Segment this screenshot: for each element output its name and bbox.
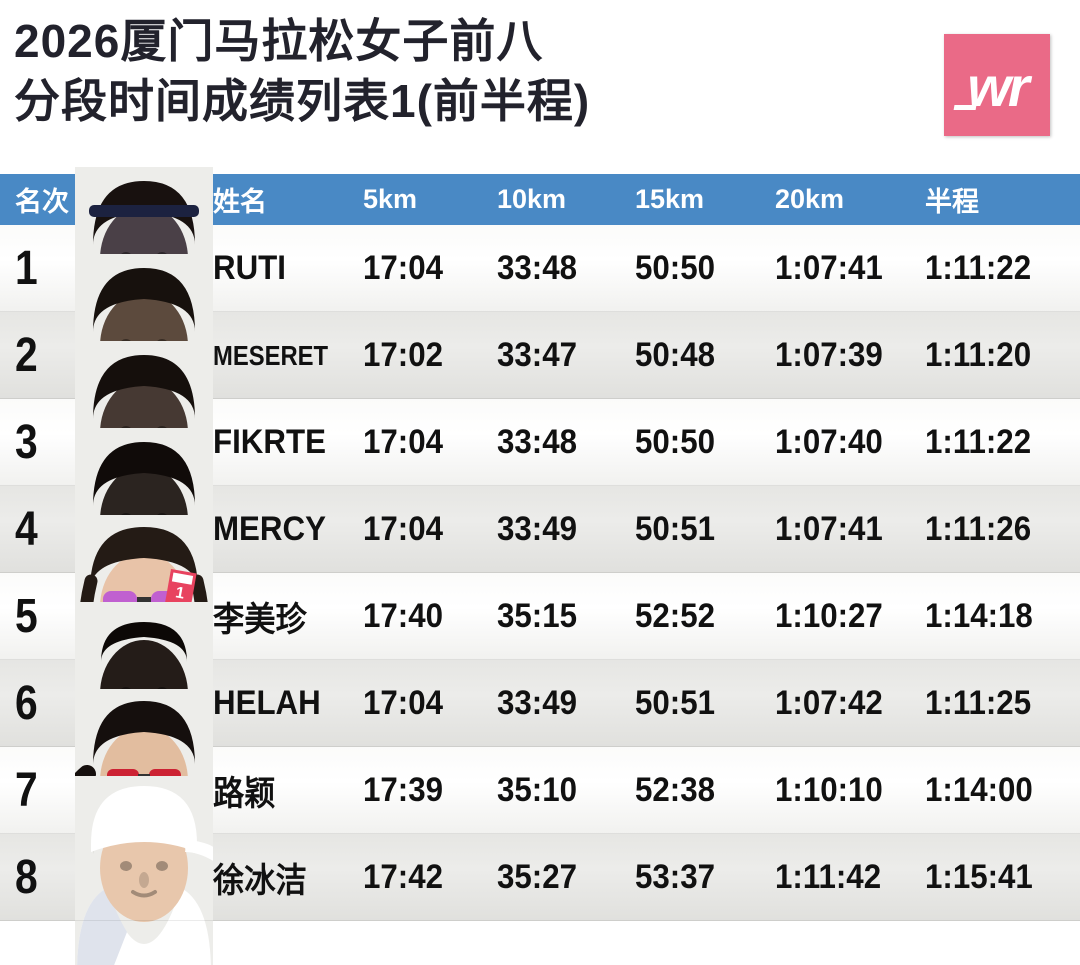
svg-text:wr: wr xyxy=(967,55,1033,118)
